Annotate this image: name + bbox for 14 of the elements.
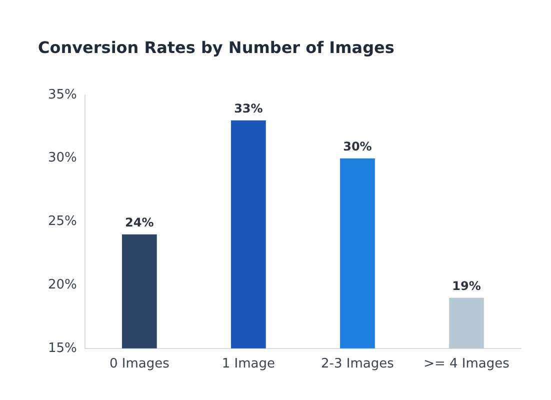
y-tick-label: 20%: [48, 277, 77, 292]
data-label: 30%: [343, 139, 372, 154]
y-tick-label: 25%: [48, 214, 77, 230]
x-tick-label: 2-3 Images: [321, 356, 394, 372]
x-tick-label: 0 Images: [109, 356, 170, 372]
data-label: 33%: [234, 101, 263, 116]
y-tick-label: 35%: [48, 87, 77, 102]
x-tick-label: 1 Image: [222, 356, 275, 372]
data-label: 19%: [452, 278, 481, 293]
data-label: 24%: [125, 215, 154, 230]
chart-title: Conversion Rates by Number of Images: [38, 38, 394, 57]
y-tick-label: 30%: [48, 150, 77, 166]
y-tick-label: 15%: [48, 340, 77, 356]
x-tick-label: >= 4 Images: [424, 356, 510, 372]
